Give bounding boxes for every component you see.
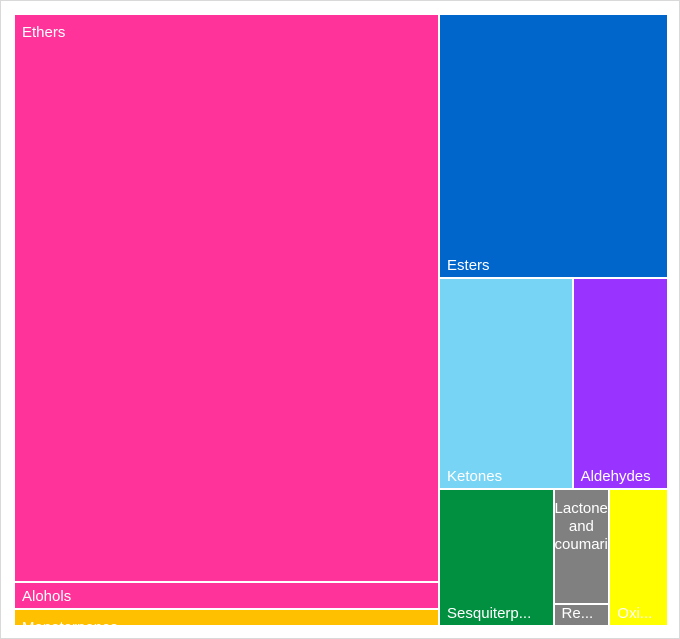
tile: Re... (554, 604, 609, 625)
tile: Sesquiterp... (440, 489, 553, 625)
tile-label: Monoterpenes (22, 618, 118, 636)
tile-label: Oxi... (617, 604, 653, 622)
tile: Lactones and coumarins (554, 489, 624, 604)
tile: Ketones (440, 278, 572, 488)
tile-label: Sesquiterp... (447, 604, 532, 622)
tile-label: Lactones and coumarins (554, 499, 624, 553)
tile-label: Aldehydes (580, 467, 651, 485)
tile: Alohols (15, 583, 439, 608)
tile-label: Esters (447, 256, 490, 274)
tile-label: Ketones (447, 467, 503, 485)
tile-label: Re... (561, 604, 594, 622)
tile: Ethers (15, 15, 439, 582)
tile: Aldehydes (573, 278, 667, 488)
tile: Oxi... (610, 489, 667, 625)
tile: Monoterpenes (15, 609, 439, 636)
tile-label: Ethers (22, 24, 66, 41)
tile-label: Alohols (22, 587, 72, 605)
tile: Esters (440, 15, 667, 277)
